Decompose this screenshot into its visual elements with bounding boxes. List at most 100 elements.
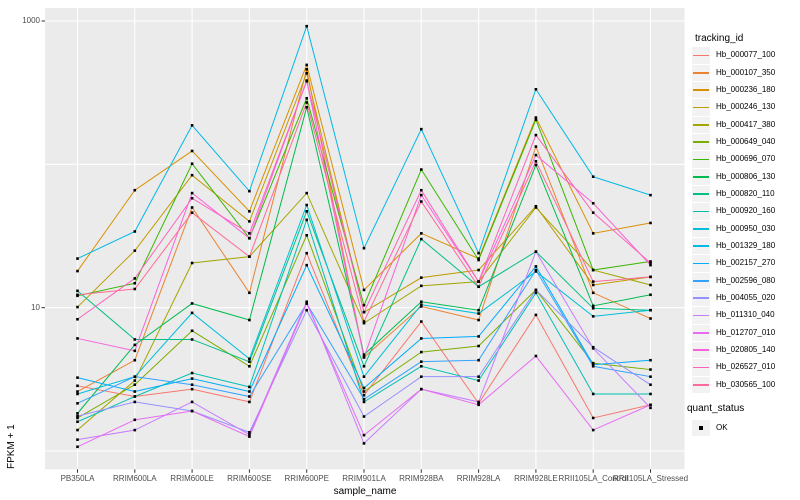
data-point: [133, 349, 137, 353]
data-point: [420, 337, 423, 340]
data-point: [420, 303, 423, 306]
data-point: [362, 433, 366, 437]
data-point: [190, 400, 194, 404]
data-point: [591, 392, 595, 396]
data-point: [591, 345, 595, 349]
data-point: [477, 312, 480, 315]
data-point: [133, 375, 137, 378]
data-point: [649, 392, 652, 396]
data-point: [305, 63, 308, 67]
legend-key-line-icon: [692, 64, 710, 82]
data-point: [133, 287, 137, 291]
black-square-icon: [698, 426, 703, 431]
series-line-Hb_001329_180: [77, 24, 651, 260]
legend-label: Hb_000950_030: [716, 223, 776, 233]
data-point: [305, 251, 308, 255]
data-point: [591, 304, 595, 308]
series-line-Hb_000077_100: [77, 251, 651, 419]
data-point: [362, 353, 366, 356]
data-point: [190, 338, 194, 341]
data-point: [248, 364, 251, 368]
data-point: [305, 203, 308, 207]
data-point: [76, 438, 79, 441]
legend-key-line-icon: [692, 151, 710, 168]
data-point: [477, 280, 480, 283]
data-point: [248, 385, 251, 389]
legend-color-line: [693, 210, 709, 213]
data-point: [76, 428, 79, 432]
data-point: [190, 211, 194, 214]
data-point: [477, 400, 480, 404]
data-point: [362, 390, 366, 393]
data-point: [591, 416, 595, 420]
data-point: [534, 118, 538, 121]
series-line-Hb_000950_030: [77, 203, 651, 395]
legend-label: Hb_000417_380: [716, 119, 776, 129]
data-point: [591, 175, 595, 178]
series-line-Hb_000107_350: [77, 69, 651, 392]
series-line-Hb_000696_070: [77, 96, 651, 307]
data-point: [190, 329, 194, 333]
data-point: [420, 300, 423, 304]
data-point: [477, 268, 480, 272]
legend-color-line: [693, 279, 709, 282]
data-point: [305, 68, 308, 71]
legend-entry-Hb_012707_010: Hb_012707_010: [692, 324, 800, 342]
data-point: [190, 371, 194, 375]
data-point: [420, 193, 423, 197]
legend-key-line-icon: [692, 168, 710, 185]
series-line-Hb_011310_040: [77, 250, 651, 445]
data-point: [248, 318, 251, 322]
data-point: [76, 390, 79, 393]
data-point: [591, 306, 595, 310]
data-point: [305, 308, 308, 312]
data-point: [305, 79, 308, 83]
legend-color-line: [693, 124, 709, 126]
legend-color-line: [693, 349, 709, 351]
data-point: [591, 283, 595, 287]
legend-color-line: [693, 89, 709, 91]
data-point: [534, 250, 538, 253]
data-point: [133, 395, 137, 398]
legend-color-line: [693, 72, 709, 74]
data-point: [190, 387, 194, 391]
data-point: [76, 376, 79, 379]
legend-key-line-icon: [692, 341, 710, 359]
data-point: [591, 315, 595, 318]
data-point: [305, 24, 308, 28]
legend-key-line-icon: [692, 359, 710, 376]
data-point: [133, 418, 137, 422]
data-point: [649, 261, 652, 265]
legend-entry-Hb_030565_100: Hb_030565_100: [692, 376, 800, 394]
x-axis-label-RRII105LA_Stressed: RRII105LA_Stressed: [612, 474, 689, 483]
data-point: [362, 320, 366, 323]
data-point: [362, 397, 366, 401]
data-point: [591, 428, 595, 432]
data-point: [133, 390, 137, 393]
legend-entry-Hb_000417_380: Hb_000417_380: [692, 116, 800, 134]
data-point: [420, 276, 423, 279]
data-point: [190, 149, 194, 153]
data-point: [133, 383, 137, 387]
data-point: [420, 284, 423, 288]
legend-label: Hb_020805_140: [716, 344, 776, 354]
data-point: [76, 293, 79, 297]
legend-color-line: [693, 366, 709, 369]
legend-entry-Hb_011310_040: Hb_011310_040: [692, 307, 800, 324]
data-point: [305, 233, 308, 237]
data-point: [133, 379, 137, 382]
data-point: [362, 442, 366, 445]
legend-entry-Hb_000246_130: Hb_000246_130: [692, 99, 800, 116]
data-point: [649, 263, 652, 267]
legend-entry-Hb_000920_160: Hb_000920_160: [692, 203, 800, 220]
data-point: [477, 308, 480, 312]
data-point: [477, 280, 480, 283]
data-point: [305, 300, 308, 304]
data-point: [534, 313, 538, 317]
data-point: [477, 285, 480, 289]
data-point: [133, 343, 137, 347]
legend-label: Hb_004055_020: [716, 292, 776, 302]
data-point: [133, 338, 137, 341]
data-point: [190, 261, 194, 265]
